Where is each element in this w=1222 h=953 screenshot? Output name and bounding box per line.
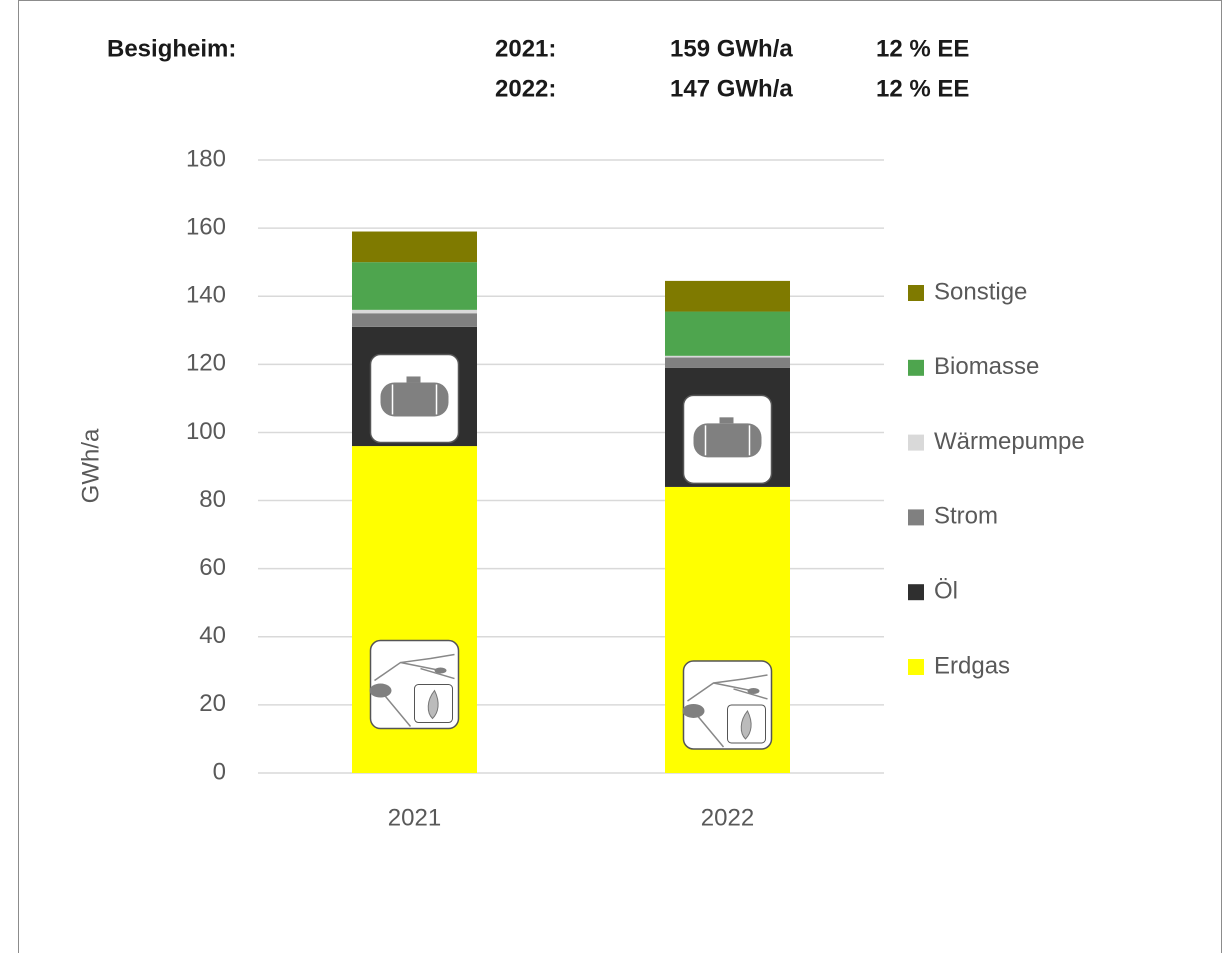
- legend-label: Erdgas: [934, 652, 1010, 679]
- pipes: [687, 674, 768, 748]
- legend-label: Strom: [934, 503, 998, 530]
- legend-swatch: [908, 359, 924, 376]
- tank: [380, 382, 449, 417]
- tank: [693, 423, 762, 458]
- header-year: 2021:: [495, 35, 556, 62]
- y-tick-label: 140: [186, 282, 226, 309]
- gas-icon: [369, 639, 460, 730]
- flame: [427, 689, 439, 720]
- header-total: 147 GWh/a: [670, 75, 793, 102]
- bar-segment: [665, 355, 790, 358]
- header-year: 2022:: [495, 75, 556, 102]
- header-ee: 12 % EE: [876, 75, 969, 102]
- bar-segment: [665, 280, 790, 312]
- y-tick-label: 100: [186, 418, 226, 445]
- tank-cap: [719, 417, 734, 424]
- oil-icon: [682, 394, 773, 485]
- legend-swatch: [908, 584, 924, 601]
- bar-segment: [352, 262, 477, 310]
- y-tick-label: 40: [199, 622, 226, 649]
- header-total: 159 GWh/a: [670, 35, 793, 62]
- pipes: [374, 653, 455, 728]
- header-ee: 12 % EE: [876, 35, 969, 62]
- y-tick-label: 0: [213, 758, 226, 785]
- node: [682, 703, 705, 718]
- header-place: Besigheim:: [107, 35, 236, 62]
- y-tick-label: 160: [186, 213, 226, 240]
- y-tick-label: 80: [199, 486, 226, 513]
- frame: [18, 0, 1222, 953]
- tank-cap: [406, 376, 421, 383]
- legend-swatch: [908, 434, 924, 451]
- node: [434, 667, 447, 674]
- legend-label: Öl: [934, 578, 958, 605]
- legend-label: Wärmepumpe: [934, 428, 1085, 455]
- node: [369, 683, 392, 698]
- oil-icon: [369, 353, 460, 444]
- bar-segment: [352, 309, 477, 314]
- bar-segment: [352, 313, 477, 327]
- y-tick-label: 180: [186, 145, 226, 172]
- legend-label: Sonstige: [934, 278, 1027, 305]
- y-tick-label: 20: [199, 690, 226, 717]
- x-tick-label: 2021: [388, 804, 441, 831]
- legend-swatch: [908, 285, 924, 301]
- y-tick-label: 60: [199, 554, 226, 581]
- bar-segment: [665, 357, 790, 368]
- y-tick-label: 120: [186, 350, 226, 377]
- legend-swatch: [908, 659, 924, 675]
- legend-label: Biomasse: [934, 353, 1039, 380]
- legend-swatch: [908, 509, 924, 526]
- gas-icon: [682, 660, 773, 750]
- y-axis-label: GWh/a: [77, 428, 104, 503]
- node: [747, 687, 760, 694]
- bar-segment: [352, 231, 477, 263]
- bar-segment: [665, 311, 790, 356]
- x-tick-label: 2022: [701, 804, 754, 831]
- flame: [740, 710, 752, 740]
